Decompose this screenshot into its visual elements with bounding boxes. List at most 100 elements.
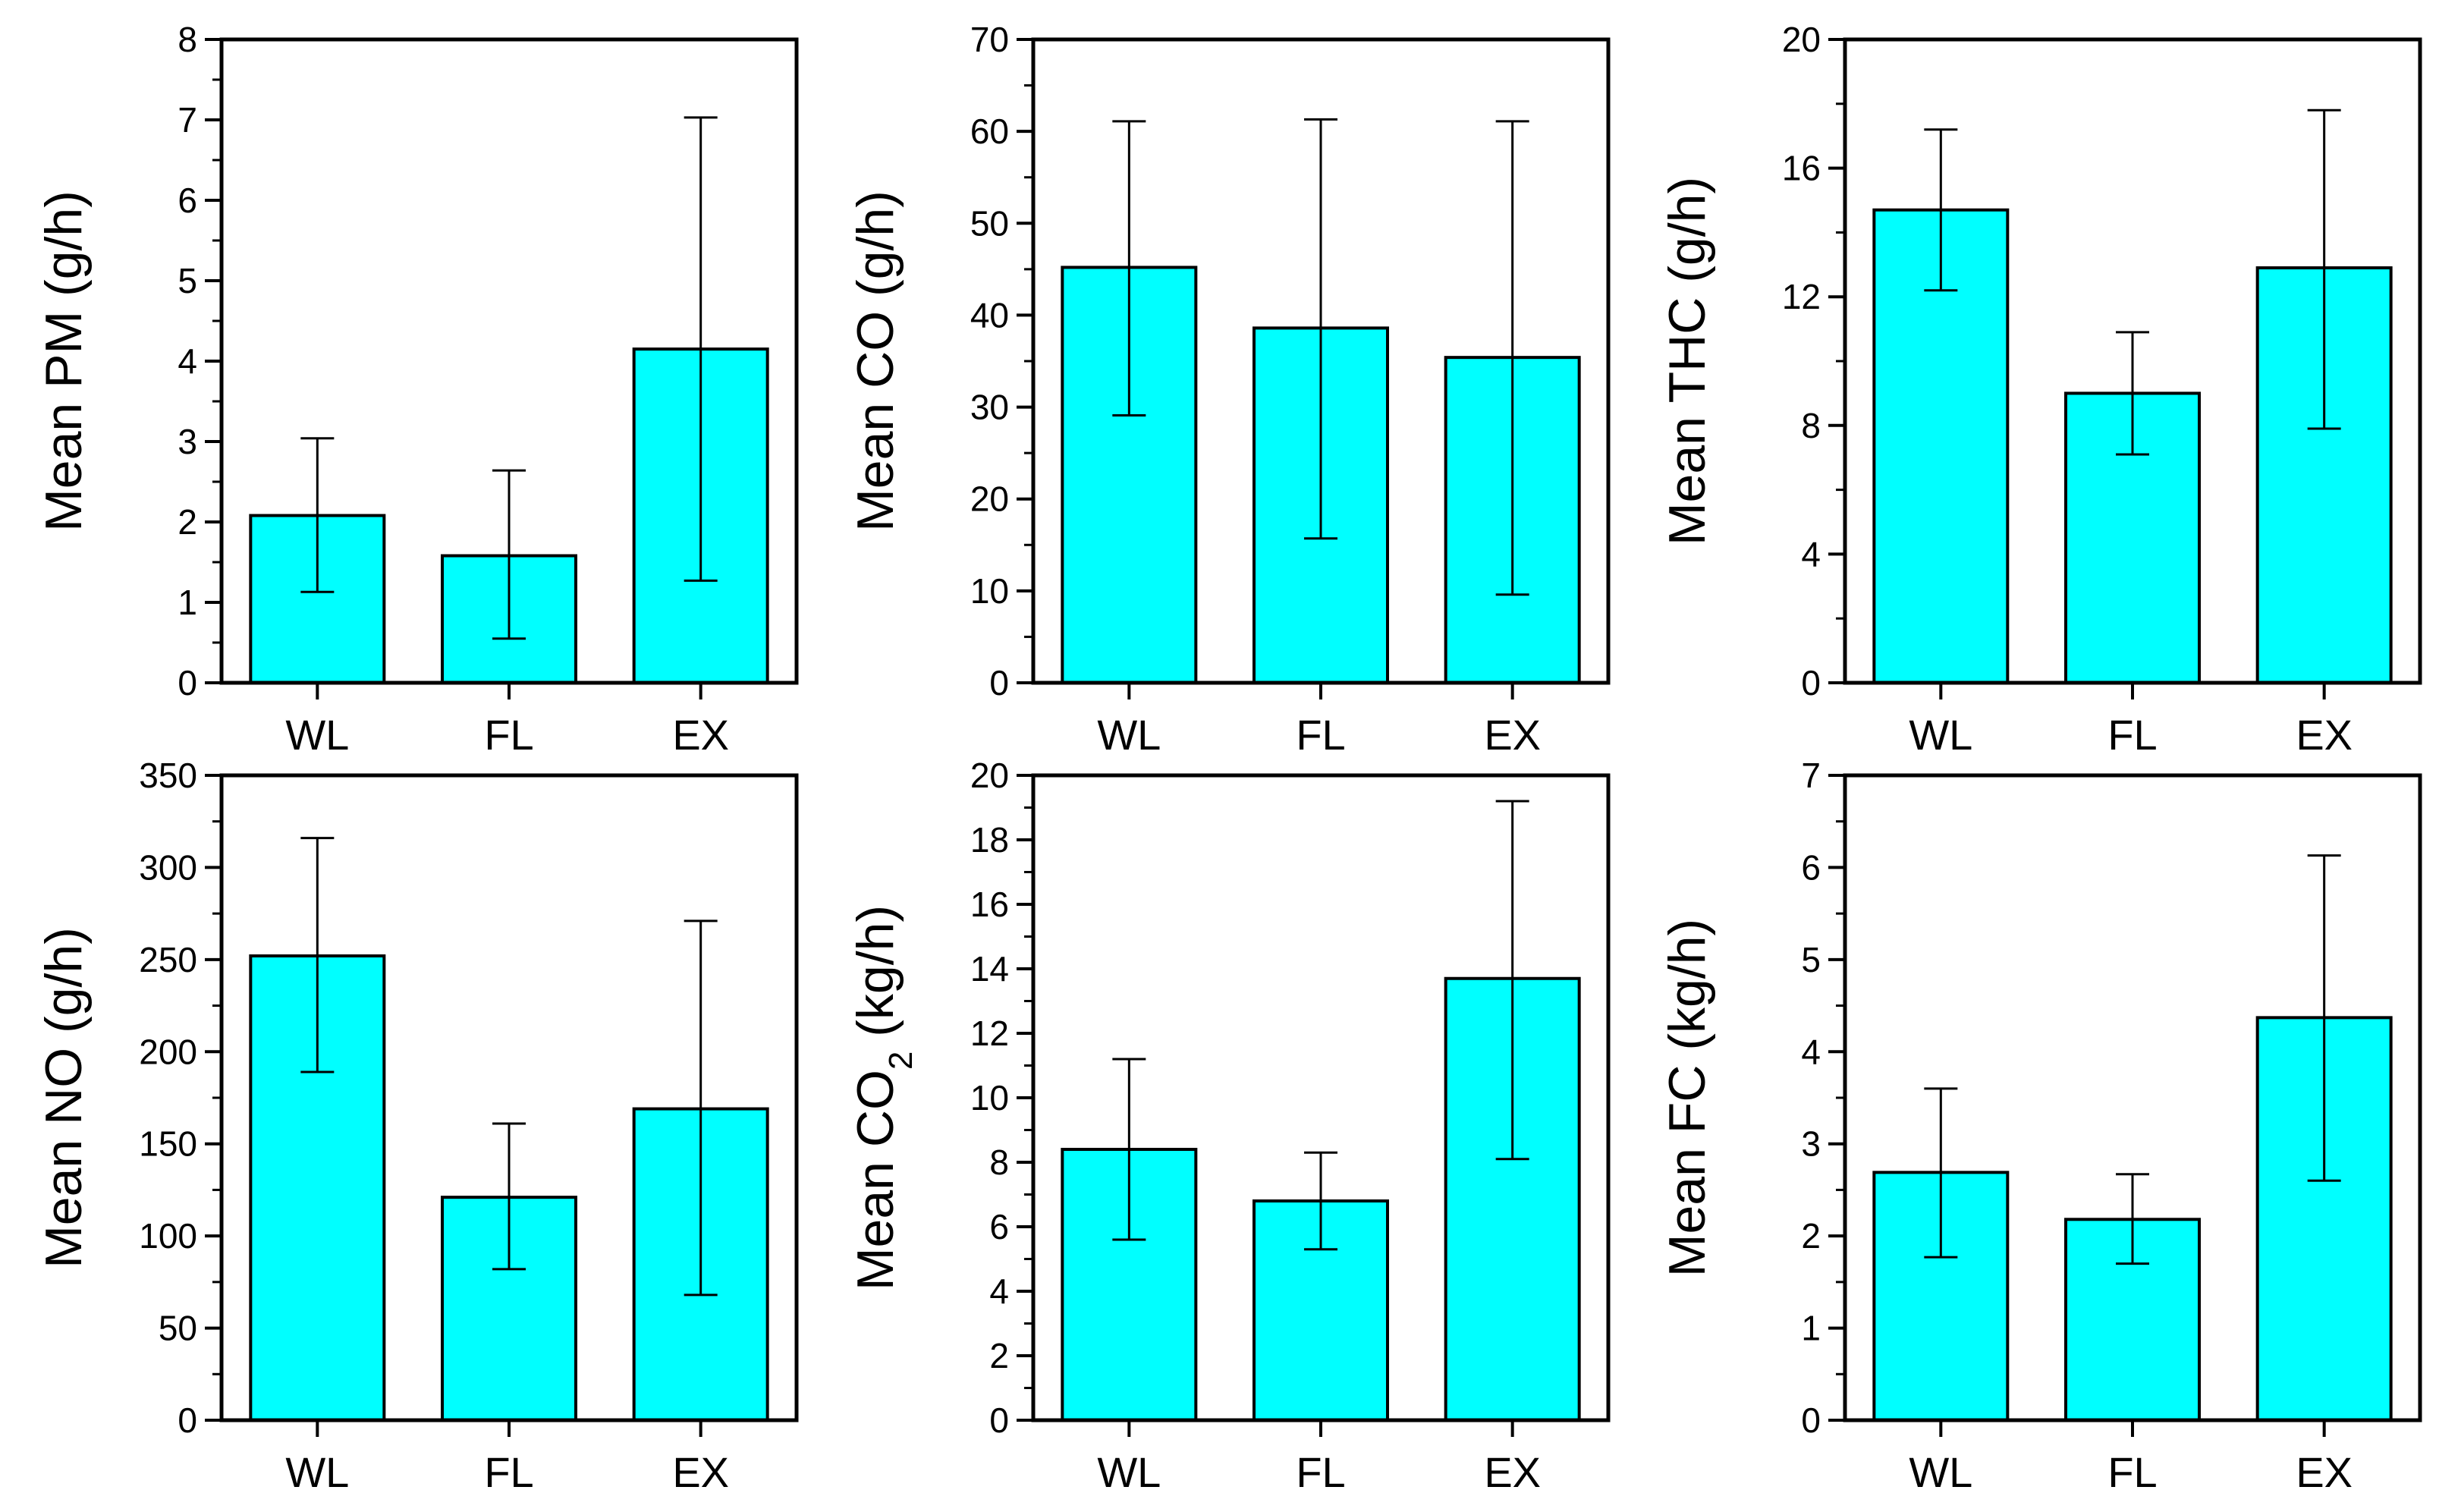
chart-panel-3: 0 4 8 12 16 20 WL FL EX Mean THC (g/h) (1658, 20, 2422, 759)
y-axis-title: Mean CO (g/h) (847, 190, 904, 532)
y-tick-label: 60 (970, 112, 1009, 151)
y-tick-label: 0 (989, 1400, 1009, 1440)
x-tick-label-fl: FL (484, 1448, 533, 1496)
y-tick-label: 50 (159, 1309, 197, 1348)
y-tick-label: 30 (970, 388, 1009, 427)
y-tick-label: 4 (989, 1272, 1009, 1311)
error-bar-fl (2116, 331, 2149, 456)
error-bar-fl (492, 469, 526, 640)
y-tick-label: 8 (178, 20, 197, 59)
bar-fl (1253, 1199, 1389, 1422)
y-tick-label: 0 (178, 1400, 197, 1440)
error-bar-ex (2307, 854, 2341, 1182)
error-bar-fl (1304, 1151, 1337, 1251)
y-tick-label: 4 (1801, 1032, 1821, 1071)
x-tick-label-ex: EX (2296, 1448, 2353, 1496)
error-bar-fl (2116, 1173, 2149, 1265)
y-tick-label: 20 (970, 479, 1009, 519)
y-tick-label: 8 (989, 1143, 1009, 1182)
chart-panel-5: 0 2 4 6 8 10 12 14 16 18 20 WL FL EX Mean CO2 (kg/h) (847, 756, 1611, 1496)
y-tick-label: 7 (178, 100, 197, 140)
y-tick-label: 350 (139, 756, 197, 795)
x-tick-label-ex: EX (672, 711, 729, 759)
y-axis-title-subscript: 2 (882, 1051, 919, 1070)
y-tick-label: 70 (970, 20, 1009, 59)
error-bar-wl (1924, 1087, 1958, 1259)
y-tick-label: 20 (970, 756, 1009, 795)
y-tick-label: 4 (178, 341, 197, 381)
y-tick-label: 8 (1801, 406, 1821, 445)
y-tick-label: 40 (970, 295, 1009, 335)
x-tick-label-ex: EX (672, 1448, 729, 1496)
y-axis-title-unit: (kg/h) (847, 905, 904, 1051)
error-bar-wl (300, 837, 335, 1073)
y-tick-label: 12 (1782, 277, 1821, 316)
y-tick-label: 16 (970, 885, 1009, 924)
x-tick-label-fl: FL (1296, 1448, 1345, 1496)
x-tick-label-wl: WL (1909, 1448, 1972, 1496)
y-tick-label: 150 (139, 1124, 197, 1164)
y-tick-label: 0 (178, 663, 197, 703)
y-tick-label: 16 (1782, 149, 1821, 188)
y-tick-label: 1 (1801, 1309, 1821, 1348)
error-bar-wl (1112, 1058, 1146, 1241)
y-tick-label: 0 (989, 663, 1009, 703)
y-tick-label: 200 (139, 1032, 197, 1071)
y-tick-label: 12 (970, 1014, 1009, 1053)
y-tick-label: 10 (970, 1078, 1009, 1117)
y-tick-label: 2 (989, 1336, 1009, 1375)
x-tick-label-ex: EX (1484, 711, 1541, 759)
error-bar-wl (1112, 120, 1146, 417)
y-tick-label: 3 (178, 422, 197, 461)
y-tick-label: 1 (178, 583, 197, 622)
error-bar-ex (2307, 108, 2341, 430)
y-tick-label: 18 (970, 820, 1009, 860)
error-bar-ex (1495, 120, 1529, 596)
chart-panel-2: 0 10 20 30 40 50 60 70 WL FL EX Mean CO (g/h) (847, 20, 1611, 759)
y-tick-label: 6 (989, 1207, 1009, 1246)
chart-panel-6: 0 1 2 3 4 5 6 7 WL FL EX Mean FC (kg/h) (1658, 756, 2422, 1496)
y-tick-label: 250 (139, 940, 197, 979)
y-tick-label: 3 (1801, 1124, 1821, 1164)
error-bar-ex (1495, 800, 1529, 1161)
y-tick-label: 2 (1801, 1216, 1821, 1256)
y-tick-label: 0 (1801, 663, 1821, 703)
x-tick-label-fl: FL (1296, 711, 1345, 759)
y-tick-label: 300 (139, 847, 197, 887)
x-tick-label-fl: FL (2107, 711, 2157, 759)
y-tick-label: 6 (1801, 847, 1821, 887)
error-bar-wl (1924, 128, 1958, 292)
y-tick-label: 50 (970, 203, 1009, 243)
y-tick-label: 2 (178, 502, 197, 542)
error-bar-wl (300, 437, 335, 593)
x-tick-label-wl: WL (1097, 711, 1161, 759)
error-bar-fl (1304, 118, 1337, 540)
x-tick-label-ex: EX (1484, 1448, 1541, 1496)
y-axis-title: Mean THC (g/h) (1658, 177, 1716, 545)
y-tick-label: 0 (1801, 1400, 1821, 1440)
chart-panel-4: 0 50 100 150 200 250 300 350 WL FL EX Mean NO (g/h) (35, 756, 799, 1496)
x-tick-label-ex: EX (2296, 711, 2353, 759)
y-axis-title: Mean NO (g/h) (35, 927, 93, 1268)
y-tick-label: 14 (970, 949, 1009, 989)
x-tick-label-wl: WL (1097, 1448, 1161, 1496)
y-axis-title: Mean CO2 (kg/h) (847, 905, 919, 1290)
error-bar-ex (684, 919, 718, 1297)
x-tick-label-wl: WL (285, 711, 349, 759)
chart-panel-1: 0 1 2 3 4 5 6 7 8 WL FL EX Mean PM (g/h) (35, 20, 799, 759)
y-axis-title: Mean PM (g/h) (35, 190, 93, 532)
x-tick-label-wl: WL (1909, 711, 1972, 759)
y-tick-label: 7 (1801, 756, 1821, 795)
y-tick-label: 5 (178, 261, 197, 300)
x-tick-label-fl: FL (2107, 1448, 2157, 1496)
y-tick-label: 4 (1801, 534, 1821, 574)
error-bar-ex (684, 116, 718, 582)
y-tick-label: 100 (139, 1216, 197, 1256)
y-tick-label: 5 (1801, 940, 1821, 979)
x-tick-label-wl: WL (285, 1448, 349, 1496)
y-tick-label: 6 (178, 181, 197, 220)
y-axis-title: Mean FC (kg/h) (1658, 919, 1716, 1277)
x-tick-label-fl: FL (484, 711, 533, 759)
y-tick-label: 10 (970, 571, 1009, 611)
